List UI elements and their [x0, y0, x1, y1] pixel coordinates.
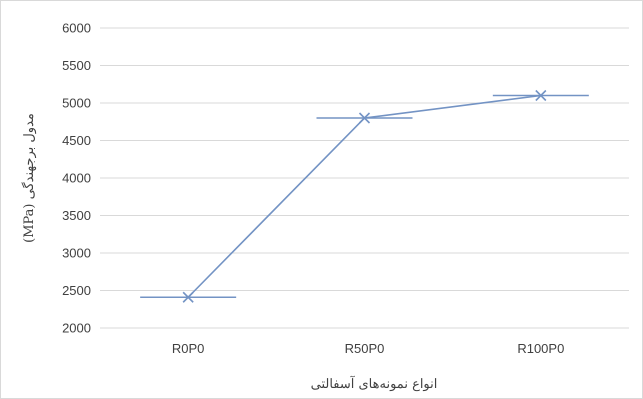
y-tick-labels: 2000 2500 3000 3500 4000 4500 5000 5500 6000	[62, 21, 91, 336]
data-point-marker	[316, 112, 413, 124]
y-tick-label: 2000	[62, 321, 91, 336]
x-tick-label: R100P0	[517, 341, 564, 356]
x-tick-labels: R0P0 R50P0 R100P0	[172, 341, 564, 356]
data-point-marker	[140, 291, 237, 303]
y-tick-label: 3500	[62, 208, 91, 223]
y-tick-label: 5500	[62, 58, 91, 73]
gridlines	[100, 27, 629, 329]
x-axis-title: انواع نمونه‌های آسفالتی	[311, 375, 438, 392]
y-axis-title: مدول برجهندگی (MPa)	[21, 113, 37, 243]
data-markers	[140, 89, 589, 303]
y-tick-label: 3000	[62, 246, 91, 261]
y-tick-label: 2500	[62, 283, 91, 298]
series-line	[187, 94, 541, 298]
x-tick-label: R0P0	[172, 341, 205, 356]
y-tick-label: 5000	[62, 96, 91, 111]
y-tick-label: 4500	[62, 133, 91, 148]
series-line	[187, 94, 541, 298]
y-tick-label: 4000	[62, 171, 91, 186]
x-tick-label: R50P0	[345, 341, 385, 356]
data-point-marker	[492, 89, 589, 102]
y-tick-label: 6000	[62, 21, 91, 36]
